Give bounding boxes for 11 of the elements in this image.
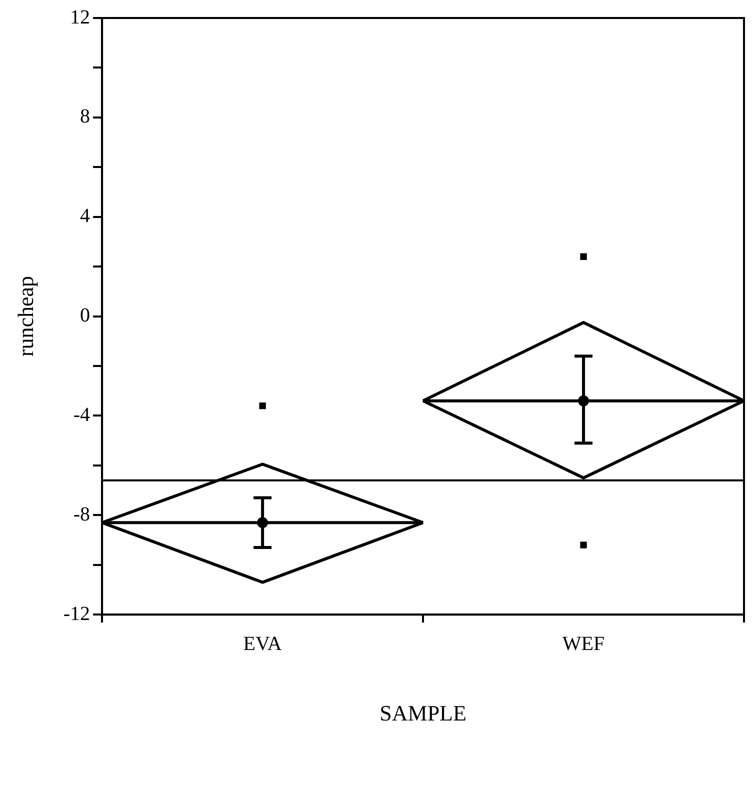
y-tick-label: 0 [80, 304, 90, 327]
x-tick-label: EVA [243, 632, 282, 655]
y-tick-label: 8 [80, 106, 90, 128]
y-tick-label: -4 [73, 404, 90, 426]
y-axis-title: runcheap [12, 276, 38, 357]
y-tick-label: 4 [80, 205, 90, 228]
y-tick-label: -8 [73, 503, 90, 526]
x-axis-title: SAMPLE [380, 700, 466, 726]
y-tick-label: 12 [70, 6, 90, 28]
y-tick-label: -12 [63, 602, 90, 625]
x-tick-label: WEF [562, 632, 605, 655]
